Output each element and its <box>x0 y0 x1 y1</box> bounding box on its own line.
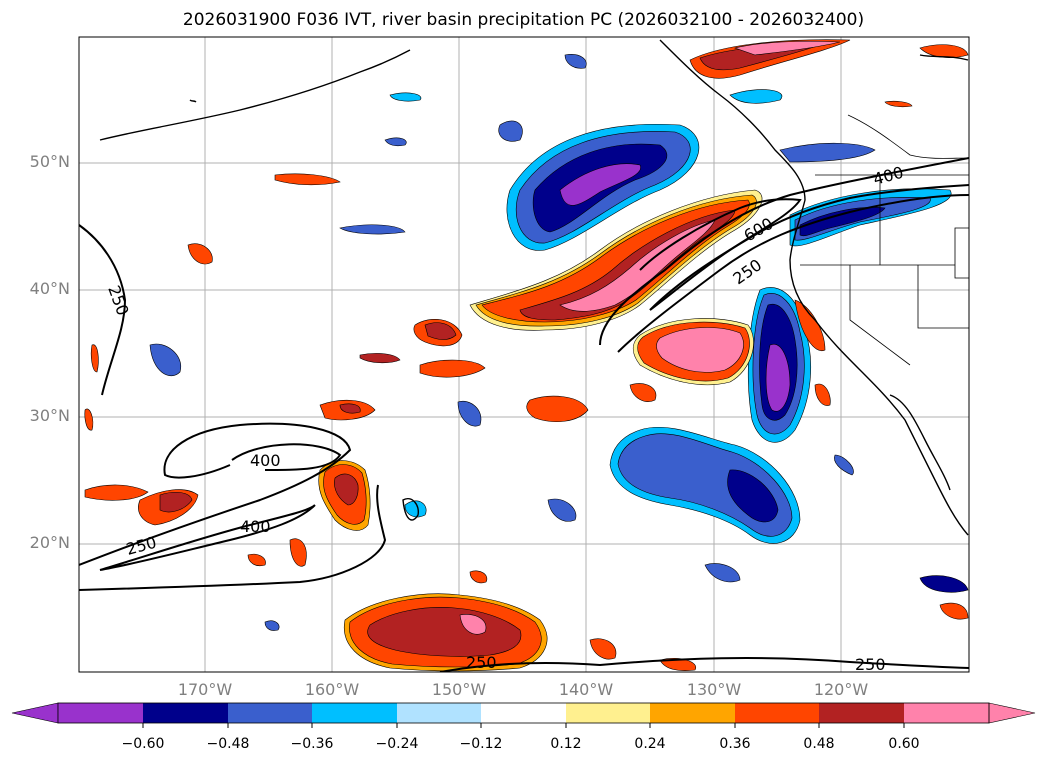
contour-label: 250 <box>855 655 886 674</box>
colorbar-tick-label: 0.60 <box>888 736 920 752</box>
negative-anomalies <box>149 54 969 631</box>
ivt-contours <box>79 157 969 672</box>
positive-anomalies <box>84 39 969 672</box>
colorbar-tick-label: 0.48 <box>803 736 835 752</box>
colorbar-tick-label: −0.36 <box>290 736 334 752</box>
contour-label: 400 <box>250 451 281 470</box>
lat-label: 20°N <box>29 533 70 552</box>
colorbar-tick-label: −0.48 <box>206 736 250 752</box>
colorbar-tick-label: −0.24 <box>375 736 419 752</box>
lat-label: 40°N <box>29 279 70 298</box>
lon-label: 140°W <box>558 680 614 699</box>
colorbar-tick-label: 0.12 <box>550 736 582 752</box>
lat-label: 50°N <box>29 152 70 171</box>
contour-label: 400 <box>240 517 271 536</box>
colorbar-tick-label: −0.12 <box>459 736 503 752</box>
lon-label: 160°W <box>304 680 360 699</box>
colorbar-tick-label: 0.36 <box>719 736 751 752</box>
borders <box>800 114 969 366</box>
contour-label: 250 <box>466 653 497 672</box>
lon-label: 150°W <box>431 680 487 699</box>
lat-label: 30°N <box>29 406 70 425</box>
coastlines <box>99 39 969 536</box>
map-background <box>79 37 969 672</box>
lon-label: 120°W <box>813 680 869 699</box>
colorbar-tick-label: −0.60 <box>121 736 165 752</box>
map-frame <box>78 36 970 673</box>
colorbar-tick-label: 0.24 <box>634 736 666 752</box>
map-layer <box>79 37 969 672</box>
colorbar <box>11 702 1036 728</box>
lon-label: 130°W <box>686 680 742 699</box>
map-title: 2026031900 F036 IVT, river basin precipi… <box>182 10 865 30</box>
lon-label: 170°W <box>177 680 233 699</box>
